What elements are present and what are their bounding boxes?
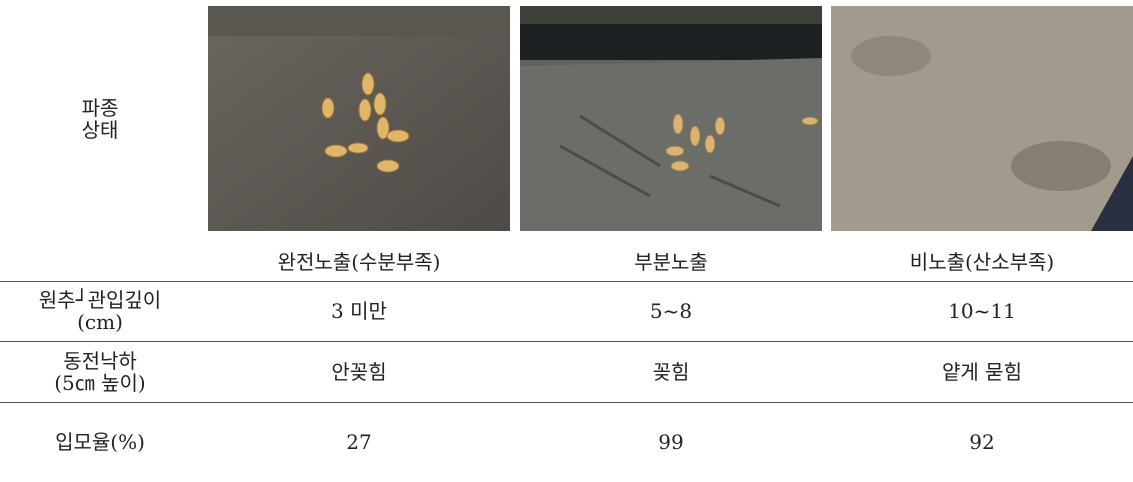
cell-text: 3 미만 xyxy=(331,299,387,323)
photo-partial xyxy=(520,6,822,231)
table-cell: 꽂힘 xyxy=(520,341,822,402)
row-rule xyxy=(0,402,1133,403)
cell-text: 27 xyxy=(346,430,372,454)
row-rule xyxy=(0,281,1133,282)
cell-text: 5~8 xyxy=(649,299,693,323)
row-label-line: 원추┘관입깊이 xyxy=(38,288,162,312)
row-label-line: 동전낙하 xyxy=(63,348,137,373)
row-label-line: 파종 xyxy=(81,95,119,120)
table-cell: 10~11 xyxy=(831,281,1133,341)
row-label: 입모율(%) xyxy=(0,402,200,482)
row-label-line: (cm) xyxy=(77,310,123,334)
cell-text: 꽂힘 xyxy=(652,359,690,384)
photo-caption: 완전노출(수분부족) xyxy=(208,243,510,281)
table-cell: 3 미만 xyxy=(208,281,510,341)
photo-caption: 부분노출 xyxy=(520,243,822,281)
photo-caption: 비노출(산소부족) xyxy=(831,243,1133,281)
cell-text: 92 xyxy=(969,430,995,454)
caption-text: 비노출(산소부족) xyxy=(909,250,1055,274)
cell-text: 얕게 묻힘 xyxy=(942,359,1022,384)
row-label: 동전낙하 (5㎝ 높이) xyxy=(0,341,200,402)
row-label-line: 입모율(%) xyxy=(55,430,145,454)
table-cell: 얕게 묻힘 xyxy=(831,341,1133,402)
caption-text: 완전노출(수분부족) xyxy=(277,250,441,274)
photo-exposed xyxy=(208,6,510,231)
caption-text: 부분노출 xyxy=(634,250,708,274)
row-label-line: 상태 xyxy=(81,117,119,142)
cell-text: 안꽂힘 xyxy=(331,359,387,384)
row-label-line: (5㎝ 높이) xyxy=(54,370,146,395)
photo-covered xyxy=(831,6,1133,231)
table-cell: 99 xyxy=(520,402,822,482)
table-cell: 92 xyxy=(831,402,1133,482)
row-label: 원추┘관입깊이 (cm) xyxy=(0,281,200,341)
table-cell: 안꽂힘 xyxy=(208,341,510,402)
table-cell: 27 xyxy=(208,402,510,482)
cell-text: 99 xyxy=(658,430,684,454)
table-cell: 5~8 xyxy=(520,281,822,341)
row-rule xyxy=(0,341,1133,342)
cell-text: 10~11 xyxy=(948,299,1016,323)
row-label: 파종 상태 xyxy=(0,6,200,231)
